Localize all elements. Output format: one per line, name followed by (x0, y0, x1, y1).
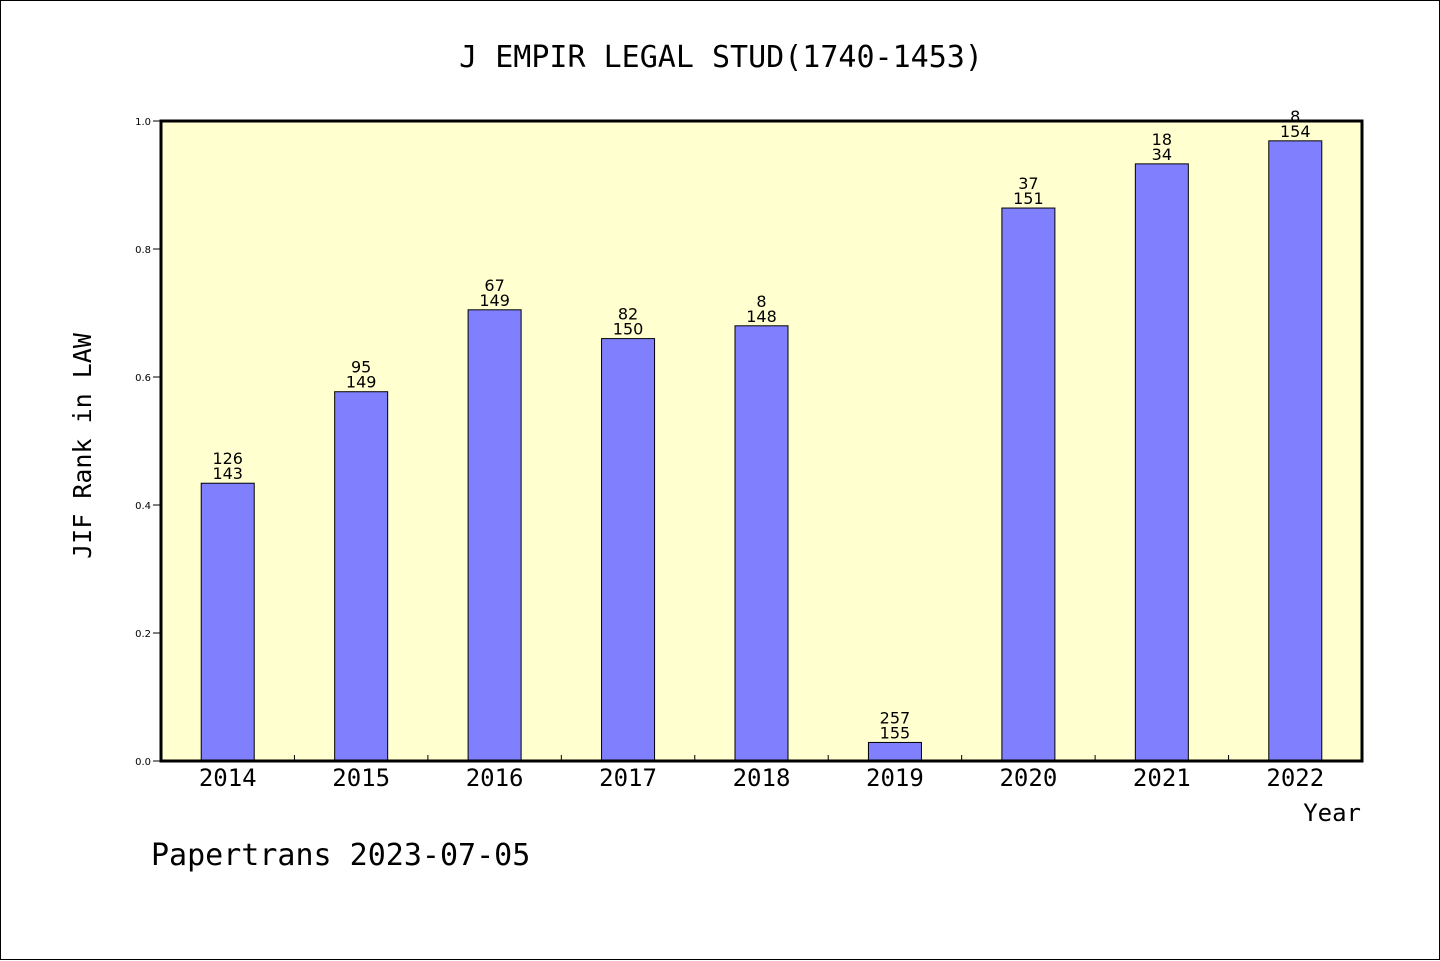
bar-total-label-2020: 151 (1013, 189, 1044, 208)
x-tick-label-2019: 2019 (866, 764, 924, 792)
x-tick-label-2014: 2014 (199, 764, 257, 792)
bar-2016 (467, 309, 522, 762)
bar-rank-label-2022: 8 (1290, 107, 1300, 126)
x-tick-label-2015: 2015 (332, 764, 390, 792)
bar-2022 (1268, 140, 1323, 762)
bar-total-label-2019: 155 (880, 723, 911, 742)
bar-rank-label-2021: 18 (1152, 130, 1172, 149)
bar-2015 (334, 391, 389, 762)
x-tick-label-2018: 2018 (733, 764, 791, 792)
y-tick-label-0.4: 0.4 (135, 501, 151, 512)
y-axis-label: JIF Rank in LAW (68, 332, 97, 559)
bar-total-label-2017: 150 (613, 320, 644, 339)
bars-group (200, 140, 1323, 762)
bar-total-label-2016: 149 (479, 291, 510, 310)
x-tick-label-2021: 2021 (1133, 764, 1191, 792)
footer-credit: Papertrans 2023-07-05 (151, 838, 530, 873)
bar-rank-label-2020: 37 (1018, 174, 1038, 193)
y-tick-label-0.2: 0.2 (135, 629, 151, 640)
bar-rank-label-2015: 95 (351, 358, 371, 377)
chart-title: J EMPIR LEGAL STUD(1740-1453) (459, 40, 983, 75)
bar-total-label-2022: 154 (1280, 122, 1311, 141)
y-tick-label-1.0: 1.0 (135, 117, 151, 128)
bar-2020 (1001, 207, 1056, 762)
bar-2017 (601, 338, 656, 762)
bar-2018 (734, 325, 789, 762)
bar-total-label-2014: 143 (212, 464, 243, 483)
bar-rank-label-2016: 67 (484, 276, 504, 295)
bar-total-label-2015: 149 (346, 373, 377, 392)
bar-rank-label-2018: 8 (756, 292, 766, 311)
x-tick-label-2022: 2022 (1266, 764, 1324, 792)
bar-rank-label-2017: 82 (618, 305, 638, 324)
x-axis-label: Year (1303, 799, 1361, 827)
bar-2014 (200, 482, 255, 762)
bar-rank-label-2014: 126 (212, 449, 243, 468)
x-axis: 2014 2015 2016 2017 2018 2019 2020 2021 2022 (199, 755, 1324, 792)
y-tick-label-0.8: 0.8 (135, 245, 151, 256)
bar-2019 (867, 741, 922, 762)
y-tick-label-0.0: 0.0 (135, 757, 151, 768)
bar-total-label-2018: 148 (746, 307, 777, 326)
bar-labels-group: 1261439514967149821508148257155371511834… (212, 107, 1310, 743)
y-axis: 0.0 0.2 0.4 0.6 0.8 1.0 (135, 117, 161, 768)
bar-total-label-2021: 34 (1152, 145, 1172, 164)
y-tick-label-0.6: 0.6 (135, 373, 151, 384)
x-tick-label-2020: 2020 (999, 764, 1057, 792)
x-tick-label-2016: 2016 (466, 764, 524, 792)
x-tick-label-2017: 2017 (599, 764, 657, 792)
bar-rank-label-2019: 257 (880, 708, 911, 727)
bar-2021 (1134, 163, 1189, 762)
plot-border (159, 119, 1364, 763)
